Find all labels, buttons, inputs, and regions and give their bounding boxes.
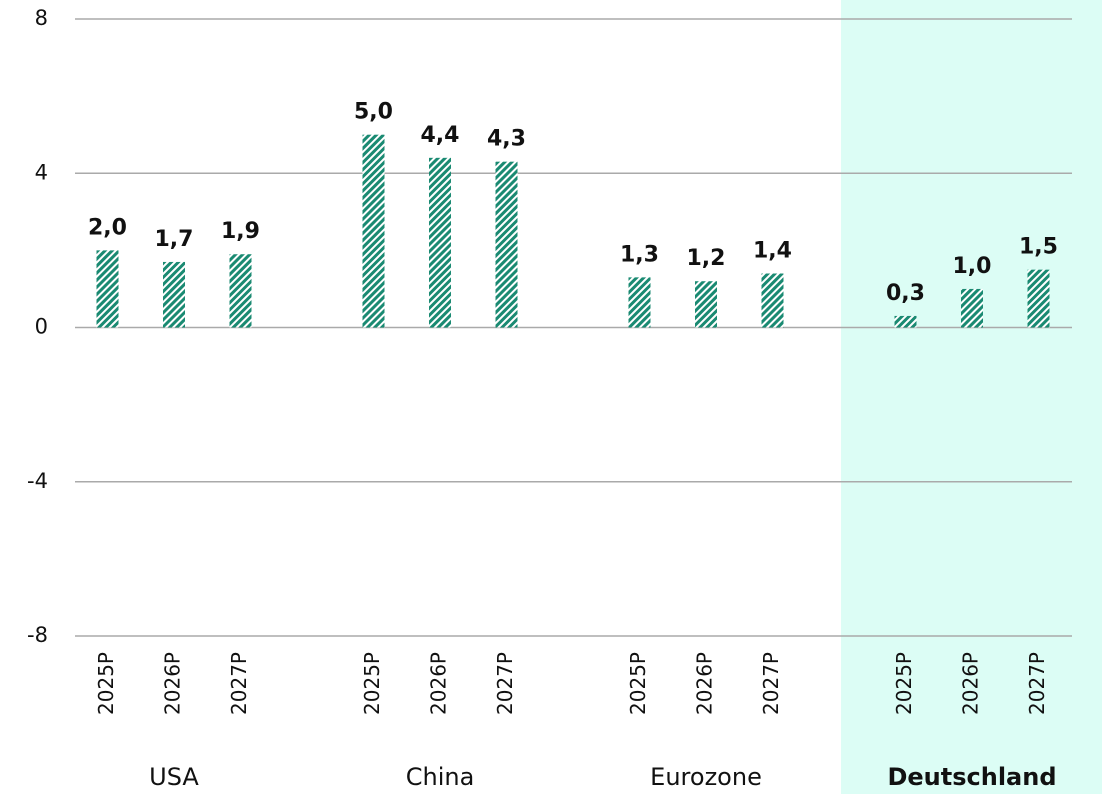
x-tick-label: 2025P <box>94 652 118 715</box>
group-label: USA <box>149 763 199 791</box>
value-label: 1,3 <box>620 242 659 267</box>
value-label: 1,7 <box>155 227 194 252</box>
value-label: 0,3 <box>886 281 925 306</box>
value-label: 1,5 <box>1019 235 1058 260</box>
value-label: 1,0 <box>953 254 992 279</box>
bar <box>429 157 451 328</box>
x-tick-label: 2027P <box>759 652 783 715</box>
highlight-band <box>841 0 1102 794</box>
value-label: 4,4 <box>421 123 460 148</box>
value-label: 1,2 <box>687 246 726 271</box>
x-tick-label: 2027P <box>1025 652 1049 715</box>
group-label: Deutschland <box>887 763 1056 791</box>
group-label: China <box>406 763 475 791</box>
bar <box>628 277 651 328</box>
value-label: 2,0 <box>88 215 127 240</box>
bar <box>695 281 717 328</box>
y-tick-label: 0 <box>35 315 48 339</box>
group-label: Eurozone <box>650 763 762 791</box>
bar <box>1027 269 1050 328</box>
bar <box>495 161 518 328</box>
bar <box>761 273 784 328</box>
value-label: 1,4 <box>753 239 792 264</box>
bar <box>362 134 385 328</box>
y-tick-label: -4 <box>27 469 48 493</box>
x-tick-label: 2026P <box>959 652 983 715</box>
y-tick-label: 8 <box>35 6 48 30</box>
bar <box>96 250 119 328</box>
value-label: 1,9 <box>221 219 260 244</box>
bar <box>163 261 185 328</box>
bar <box>229 254 252 328</box>
y-tick-label: -8 <box>27 623 48 647</box>
x-tick-label: 2025P <box>892 652 916 715</box>
x-tick-label: 2027P <box>493 652 517 715</box>
x-tick-label: 2025P <box>360 652 384 715</box>
x-tick-label: 2026P <box>693 652 717 715</box>
bar <box>961 288 983 328</box>
x-tick-label: 2025P <box>626 652 650 715</box>
value-label: 4,3 <box>487 127 526 152</box>
x-tick-label: 2027P <box>227 652 251 715</box>
value-label: 5,0 <box>354 100 393 125</box>
x-tick-label: 2026P <box>161 652 185 715</box>
bar <box>894 315 917 328</box>
y-tick-label: 4 <box>35 160 48 184</box>
x-tick-label: 2026P <box>427 652 451 715</box>
